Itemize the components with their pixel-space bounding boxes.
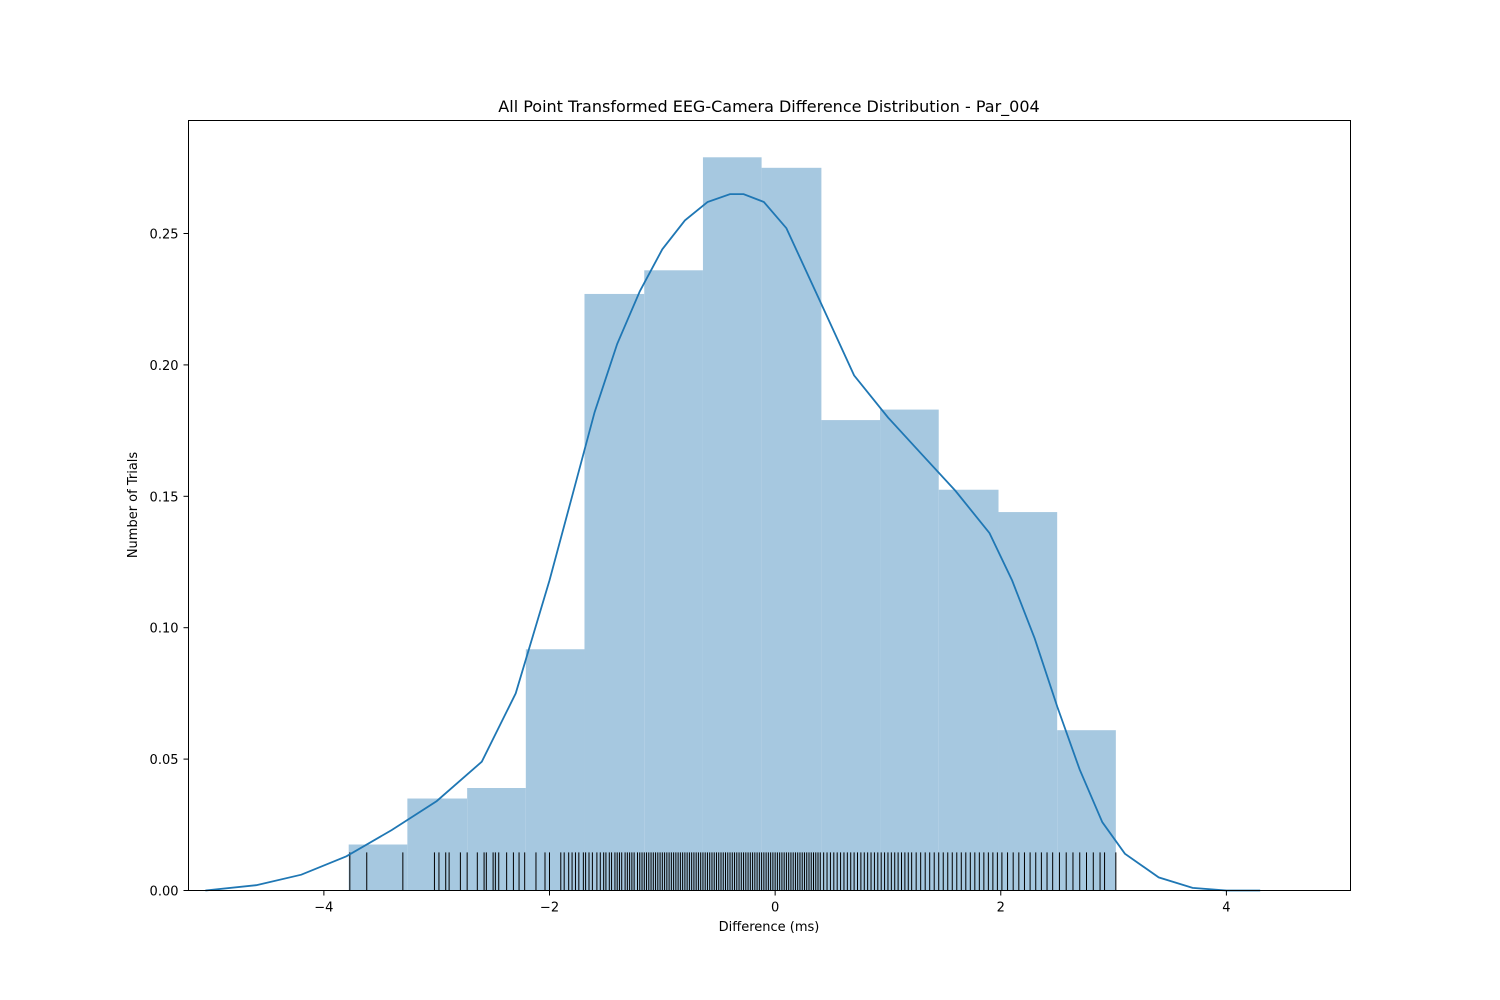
x-tick-label: 4 [1222,901,1230,916]
y-axis-ticks: 0.00 0.05 0.10 0.15 0.20 0.25 [150,228,189,900]
histogram-bar [644,270,703,891]
plot-frame [188,120,1351,891]
histogram-bar [525,649,585,891]
histogram-bar [348,844,408,891]
y-tick-label: 0.10 [150,622,179,637]
kde-line [205,193,1261,892]
histogram-bar [821,420,881,891]
histogram-bar [761,167,822,891]
x-tick-label: −2 [540,901,559,916]
y-tick-label: 0.15 [150,490,179,505]
y-axis-label: Number of Trials [126,452,141,559]
histogram-bar [467,788,526,891]
histogram-bar [880,409,939,891]
x-tick-label: 2 [997,901,1005,916]
y-tick-label: 0.05 [150,753,179,768]
y-tick-label: 0.20 [150,359,179,374]
chart-title: All Point Transformed EEG-Camera Differe… [498,97,1039,117]
x-tick-label: 0 [771,901,779,916]
x-tick-label: −4 [314,901,333,916]
rug-ticks [349,852,1117,891]
y-tick-label: 0.25 [150,228,179,243]
histogram-bars [348,157,1116,891]
histogram-bar [702,157,762,891]
histogram-bar [938,489,999,891]
x-axis-ticks: −4 −2 0 2 4 [314,890,1231,916]
histogram-bar [998,512,1058,891]
histogram-bar [584,293,645,891]
y-tick-label: 0.00 [150,885,179,900]
histogram-bar [407,798,468,891]
x-axis-label: Difference (ms) [719,920,820,935]
